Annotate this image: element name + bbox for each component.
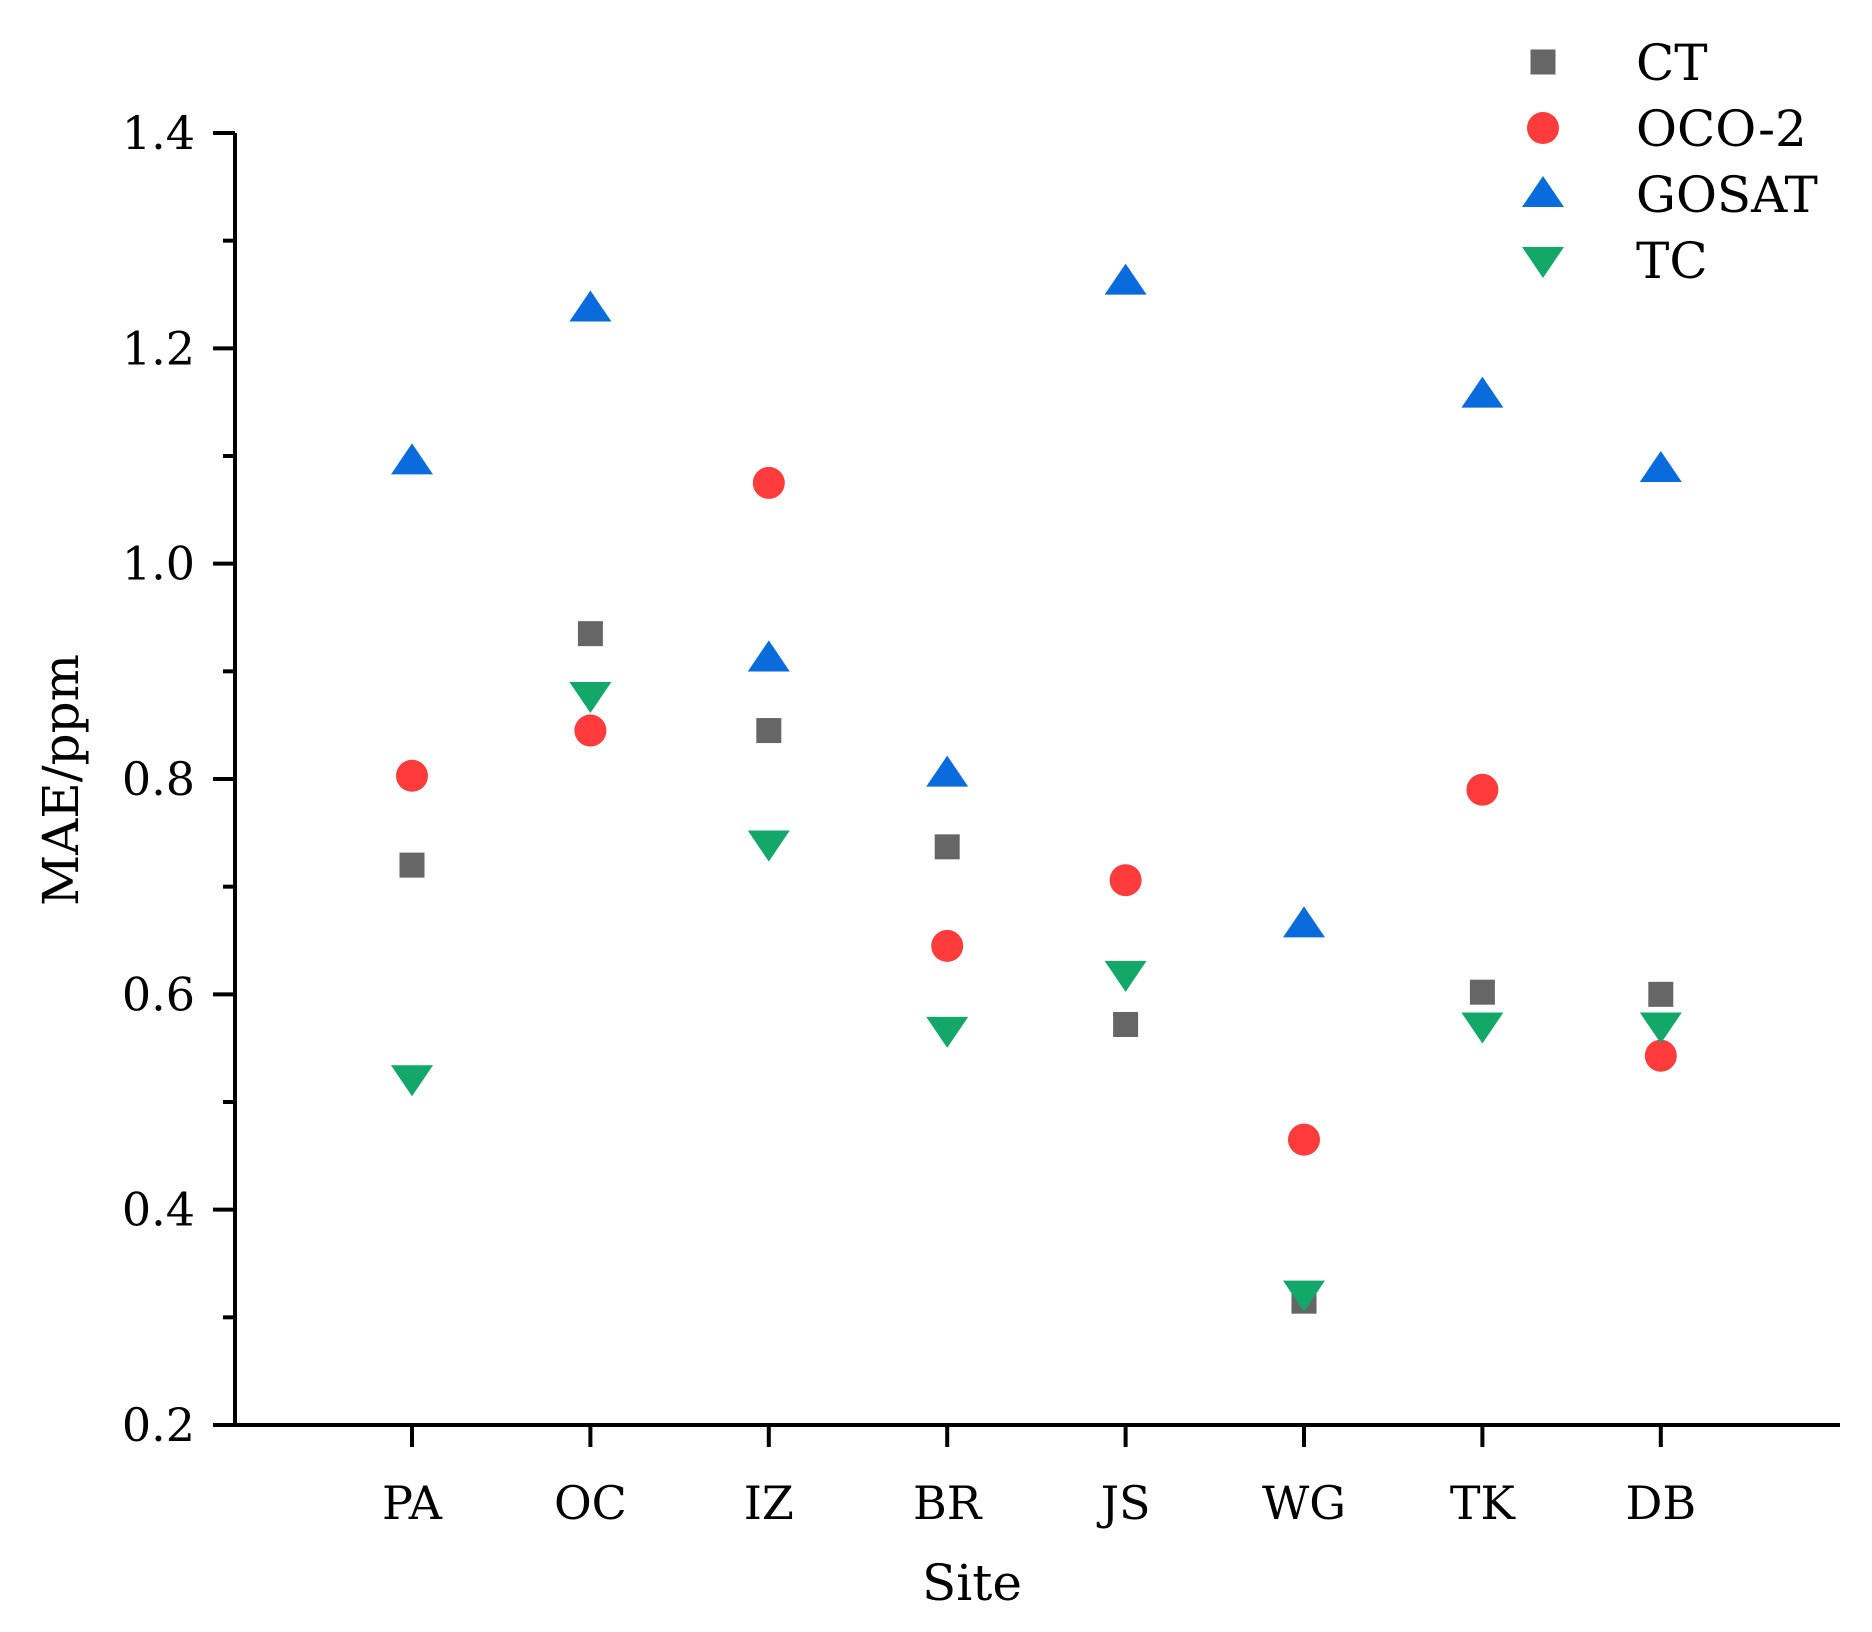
- y-tick-label: 1.4: [122, 106, 195, 160]
- data-points: [391, 263, 1682, 1314]
- legend-marker-oco-2: [1527, 112, 1559, 144]
- point-oco-2-tk: [1466, 773, 1499, 806]
- legend-label-gosat: GOSAT: [1636, 166, 1818, 224]
- y-tick-label: 0.2: [122, 1398, 195, 1452]
- point-oco-2-iz: [752, 466, 785, 499]
- point-oco-2-br: [931, 929, 964, 962]
- point-tc-br: [926, 1016, 969, 1048]
- point-tc-tk: [1461, 1012, 1504, 1044]
- legend-label-oco-2: OCO-2: [1636, 100, 1807, 158]
- point-ct-tk: [1469, 979, 1495, 1005]
- legend-marker-ct: [1530, 49, 1556, 75]
- legend-marker-gosat: [1522, 176, 1564, 208]
- x-axis-title: Site: [922, 1554, 1022, 1612]
- y-ticks: 0.2 0.4 0.6 0.8 1.0 1.2 1.4: [122, 106, 235, 1452]
- y-tick-label: 0.8: [122, 752, 195, 806]
- point-gosat-pa: [391, 443, 433, 475]
- y-tick-label: 0.6: [122, 967, 195, 1021]
- axes: [233, 133, 1840, 1427]
- point-tc-db: [1639, 1012, 1682, 1044]
- x-tick-label: WG: [1262, 1476, 1346, 1530]
- y-tick-label: 0.4: [122, 1183, 195, 1237]
- legend-label-ct: CT: [1636, 34, 1708, 92]
- legend-marker-tc: [1522, 246, 1564, 278]
- x-tick-label: TK: [1450, 1476, 1517, 1530]
- x-tick-label: BR: [913, 1476, 983, 1530]
- point-gosat-js: [1104, 263, 1147, 295]
- point-gosat-wg: [1283, 906, 1325, 938]
- x-tick-label: DB: [1625, 1476, 1696, 1530]
- legend-label-tc: TC: [1636, 232, 1708, 290]
- point-oco-2-wg: [1288, 1123, 1320, 1156]
- point-gosat-iz: [747, 640, 790, 672]
- y-tick-label: 1.0: [122, 537, 195, 591]
- point-tc-iz: [747, 830, 790, 862]
- x-tick-label: OC: [554, 1476, 627, 1530]
- point-oco-2-oc: [574, 714, 607, 747]
- x-tick-label: IZ: [744, 1476, 794, 1530]
- point-oco-2-db: [1644, 1039, 1677, 1072]
- point-oco-2-pa: [396, 759, 428, 792]
- point-ct-br: [934, 834, 960, 860]
- x-tick-label: JS: [1097, 1476, 1151, 1530]
- y-tick-label: 1.2: [122, 321, 195, 375]
- point-oco-2-js: [1109, 864, 1142, 897]
- point-gosat-db: [1639, 450, 1682, 482]
- legend: CT OCO-2 GOSAT TC: [1522, 34, 1818, 290]
- point-ct-db: [1648, 981, 1674, 1007]
- point-gosat-br: [926, 755, 969, 787]
- point-ct-iz: [756, 718, 782, 744]
- point-ct-oc: [577, 621, 603, 647]
- point-ct-js: [1113, 1011, 1139, 1037]
- point-tc-js: [1104, 960, 1147, 992]
- x-ticks: PA OC IZ BR JS WG TK DB: [382, 1425, 1696, 1530]
- point-tc-wg: [1283, 1280, 1325, 1312]
- point-tc-oc: [569, 681, 612, 713]
- point-gosat-tk: [1461, 376, 1504, 408]
- y-axis-title: MAE/ppm: [32, 654, 90, 906]
- point-gosat-oc: [569, 290, 612, 322]
- x-tick-label: PA: [382, 1476, 443, 1530]
- point-tc-pa: [391, 1065, 433, 1097]
- point-ct-pa: [399, 852, 425, 878]
